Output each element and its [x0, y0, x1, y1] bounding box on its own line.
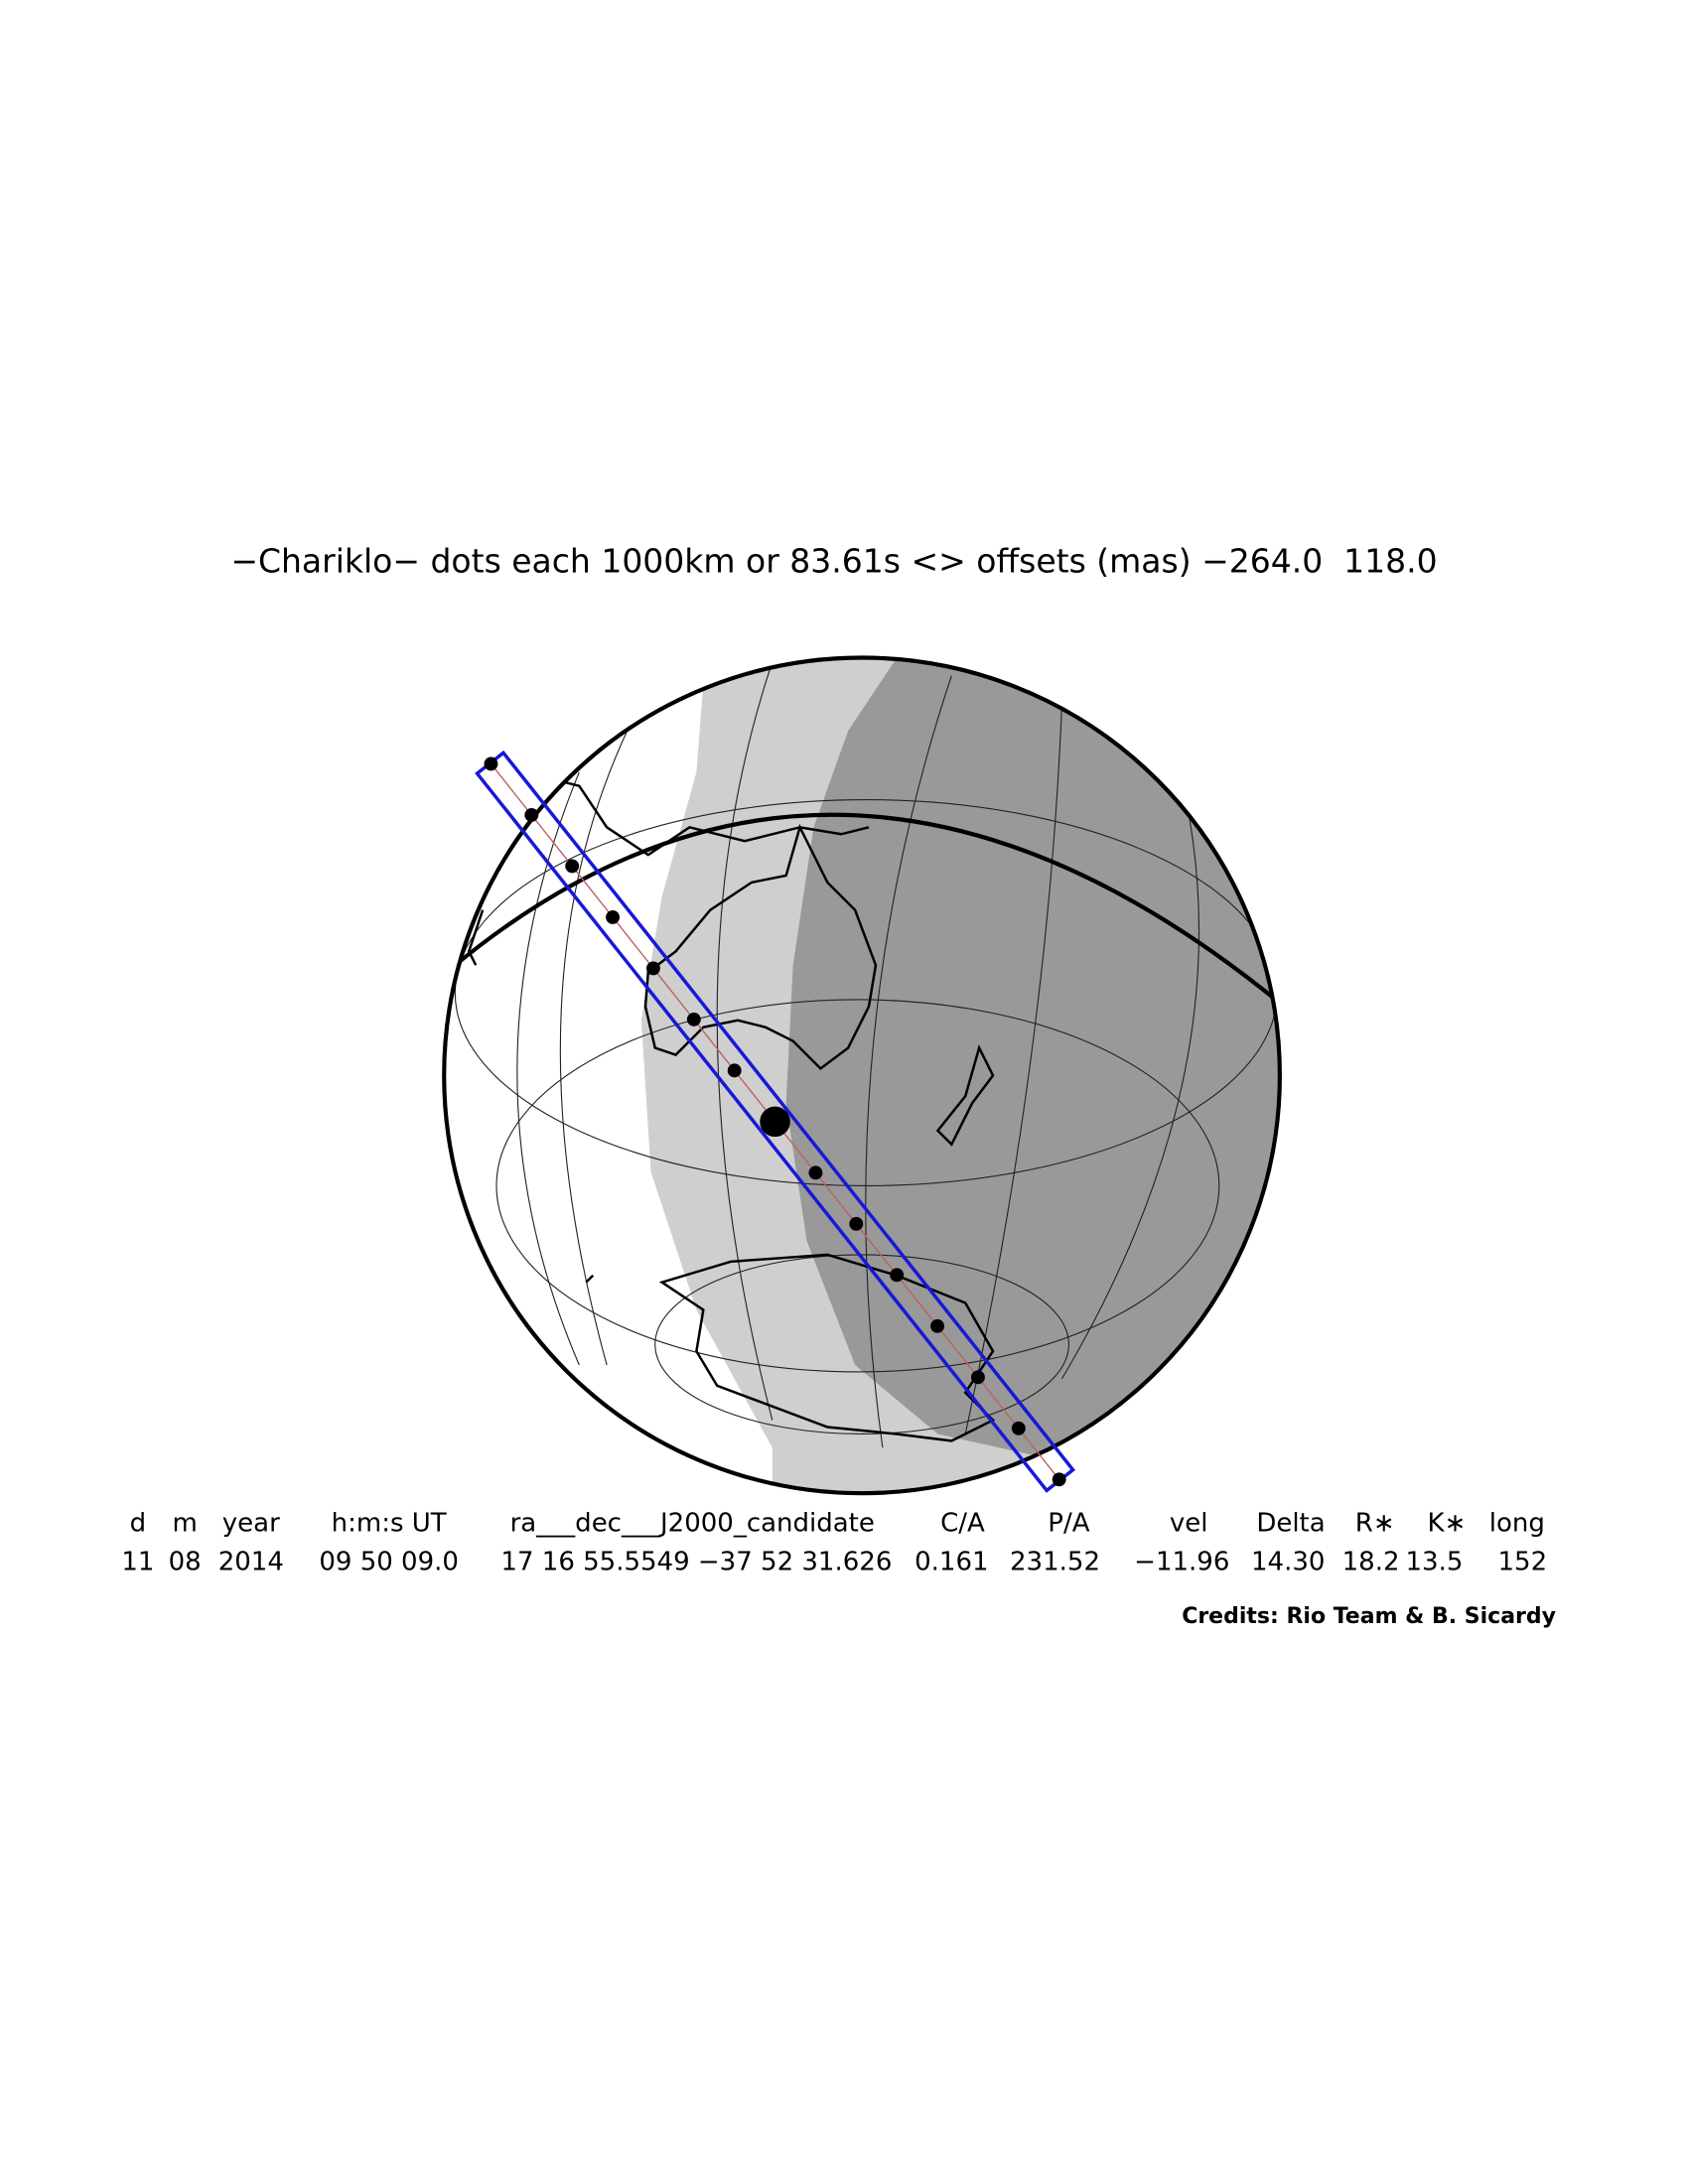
graticule — [454, 661, 1278, 1448]
column-header: h:m:s UT — [332, 1509, 447, 1539]
path-dot — [849, 1216, 864, 1231]
cell-value: 231.52 — [1010, 1548, 1100, 1577]
path-dot — [1011, 1421, 1026, 1435]
path-dot — [565, 859, 580, 874]
cell-value: −11.96 — [1134, 1548, 1229, 1577]
path-dot — [890, 1268, 905, 1283]
parameters-table: d m year h:m:s UT ra___dec___J2000_candidate… — [121, 1509, 1547, 1577]
column-header: Delta — [1256, 1509, 1325, 1539]
path-dot — [606, 909, 621, 924]
cell-value: 11 — [121, 1548, 154, 1577]
column-header: P/A — [1048, 1509, 1089, 1539]
occultation-path — [475, 750, 1076, 1493]
cell-value: 08 — [169, 1548, 202, 1577]
night-zone — [785, 657, 1280, 1494]
path-dot — [484, 756, 498, 771]
path-dot — [524, 807, 539, 822]
cell-value: 17 16 55.5549 −37 52 31.626 — [500, 1548, 892, 1577]
column-header: R∗ — [1355, 1509, 1395, 1539]
column-header: K∗ — [1428, 1509, 1467, 1539]
column-header: long — [1489, 1509, 1545, 1539]
cell-value: 09 50 09.0 — [319, 1548, 459, 1577]
column-header: ra___dec___J2000_candidate — [510, 1509, 875, 1539]
column-header: m — [172, 1509, 197, 1539]
path-dot — [930, 1318, 944, 1333]
cell-value: 13.5 — [1406, 1548, 1464, 1577]
globe-limb — [442, 655, 1282, 1496]
path-dot — [686, 1012, 701, 1026]
cell-value: 14.30 — [1251, 1548, 1325, 1577]
credits: Credits: Rio Team & B. Sicardy — [1182, 1604, 1556, 1629]
cell-value: 152 — [1498, 1548, 1548, 1577]
closest-approach-dot — [760, 1106, 790, 1138]
globe — [442, 655, 1282, 1496]
column-header: year — [222, 1509, 280, 1539]
column-header: C/A — [940, 1509, 985, 1539]
column-header: vel — [1170, 1509, 1208, 1539]
coastlines — [467, 770, 996, 1442]
path-dot — [808, 1165, 823, 1180]
cell-value: 2014 — [218, 1548, 284, 1577]
cell-value: 0.161 — [914, 1548, 988, 1577]
path-dot — [970, 1370, 985, 1385]
column-header: d — [130, 1509, 147, 1539]
path-dot — [1052, 1472, 1066, 1487]
path-dot — [727, 1063, 742, 1078]
title: −Chariklo− dots each 1000km or 83.61s <>… — [230, 542, 1437, 581]
cell-value: 18.2 — [1342, 1548, 1400, 1577]
path-dot — [645, 961, 660, 976]
